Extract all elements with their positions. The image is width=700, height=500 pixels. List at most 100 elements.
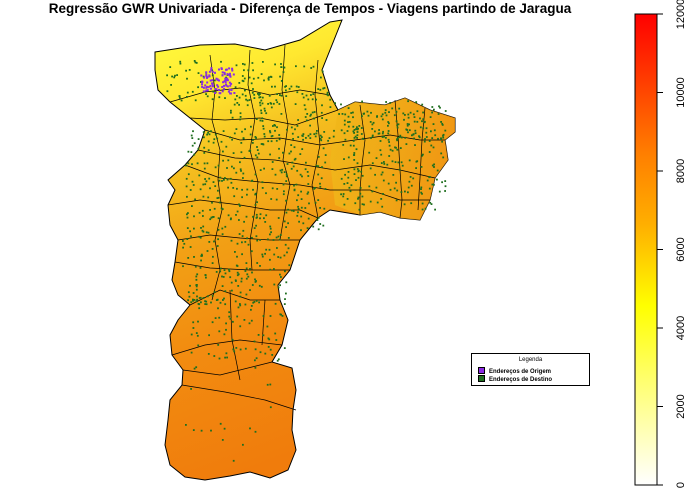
- destination-point: [205, 303, 208, 306]
- destination-point: [234, 86, 237, 89]
- destination-point: [361, 100, 363, 103]
- destination-point: [245, 277, 248, 280]
- destination-point: [232, 459, 235, 462]
- destination-point: [257, 76, 260, 79]
- destination-point: [254, 136, 257, 138]
- destination-point: [246, 104, 249, 107]
- destination-point: [236, 95, 238, 97]
- destination-point: [211, 201, 213, 204]
- destination-point: [440, 152, 443, 155]
- destination-point: [347, 171, 350, 173]
- destination-point: [431, 137, 434, 139]
- destination-point: [248, 150, 251, 152]
- destination-point: [405, 128, 408, 131]
- destination-point: [319, 223, 322, 225]
- destination-point: [368, 185, 371, 188]
- destination-point: [380, 198, 383, 200]
- destination-point: [305, 94, 308, 97]
- destination-point: [274, 129, 276, 132]
- destination-point: [246, 188, 249, 191]
- destination-point: [173, 76, 176, 79]
- destination-point: [317, 173, 320, 176]
- destination-point: [352, 111, 354, 114]
- origin-point: [224, 81, 227, 84]
- destination-point: [277, 286, 280, 289]
- destination-point: [304, 207, 307, 209]
- destination-point: [264, 221, 267, 223]
- destination-point: [357, 196, 360, 199]
- destination-point: [253, 97, 256, 99]
- destination-point: [223, 269, 226, 271]
- destination-point: [359, 187, 362, 189]
- destination-point: [263, 133, 266, 135]
- destination-point: [223, 333, 226, 336]
- destination-point: [367, 114, 370, 117]
- destination-point: [281, 315, 284, 317]
- destination-point: [255, 224, 257, 227]
- destination-point: [347, 125, 350, 128]
- destination-point: [441, 122, 444, 125]
- destination-point: [226, 167, 228, 169]
- destination-point: [396, 126, 399, 129]
- legend-swatch-origin: [478, 367, 485, 374]
- destination-point: [222, 299, 224, 301]
- destination-point: [190, 333, 193, 336]
- origin-point: [214, 88, 217, 90]
- destination-point: [433, 129, 436, 132]
- destination-point: [219, 270, 222, 273]
- destination-point: [438, 105, 440, 108]
- destination-point: [338, 113, 340, 115]
- destination-point: [287, 222, 289, 225]
- origin-point: [225, 79, 227, 82]
- destination-point: [388, 144, 391, 147]
- destination-point: [261, 117, 264, 120]
- destination-point: [241, 235, 244, 237]
- destination-point: [383, 135, 385, 138]
- destination-point: [232, 348, 235, 351]
- legend-label-origin: Endereços de Origem: [489, 369, 552, 375]
- origin-point: [229, 72, 231, 75]
- destination-point: [290, 150, 292, 153]
- destination-point: [211, 98, 214, 101]
- destination-point: [228, 268, 230, 271]
- destination-point: [203, 167, 206, 170]
- destination-point: [353, 129, 356, 131]
- color-scale-tick-label: 2000: [675, 394, 687, 418]
- destination-point: [205, 231, 208, 234]
- destination-point: [224, 97, 226, 99]
- destination-point: [256, 146, 258, 148]
- destination-point: [321, 104, 323, 107]
- destination-point: [292, 165, 295, 168]
- destination-point: [291, 161, 294, 164]
- destination-point: [356, 162, 359, 165]
- destination-point: [404, 136, 407, 139]
- destination-point: [242, 172, 245, 175]
- destination-point: [293, 189, 296, 192]
- destination-point: [283, 171, 286, 173]
- destination-point: [413, 116, 416, 118]
- destination-point: [224, 272, 227, 275]
- destination-point: [216, 137, 219, 140]
- destination-point: [434, 208, 436, 211]
- destination-point: [185, 69, 187, 72]
- destination-point: [200, 253, 203, 256]
- destination-point: [380, 115, 383, 118]
- destination-point: [239, 303, 241, 305]
- destination-point: [197, 147, 200, 150]
- destination-point: [191, 90, 194, 93]
- destination-point: [224, 303, 227, 306]
- destination-point: [387, 121, 390, 123]
- destination-point: [250, 125, 252, 128]
- origin-point: [206, 76, 209, 79]
- destination-point: [250, 308, 252, 311]
- destination-point: [190, 351, 193, 354]
- destination-point: [241, 196, 243, 199]
- destination-point: [359, 192, 362, 195]
- destination-point: [302, 133, 305, 135]
- destination-point: [244, 128, 246, 131]
- destination-point: [313, 133, 316, 135]
- destination-point: [431, 164, 434, 167]
- destination-point: [280, 66, 283, 68]
- destination-point: [269, 102, 272, 104]
- destination-point: [235, 214, 237, 216]
